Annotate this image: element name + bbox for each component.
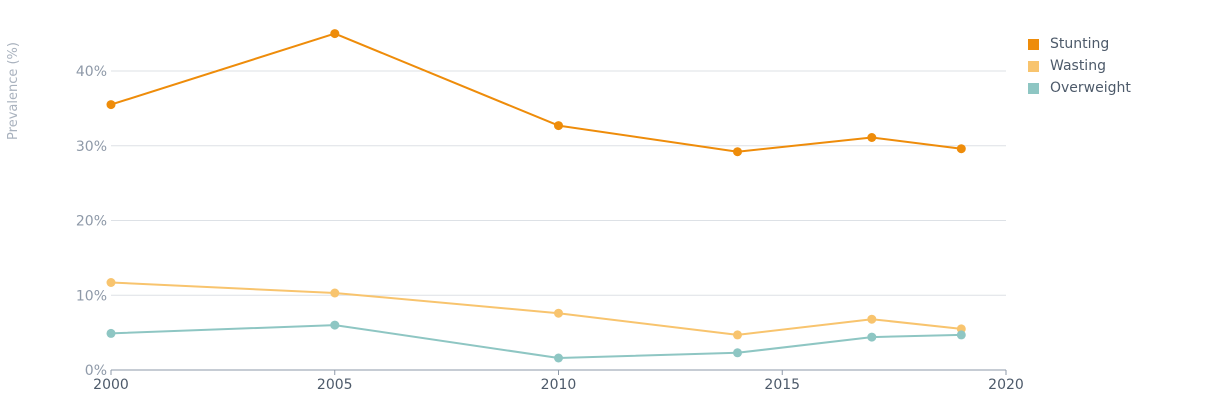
series-lines: [110, 32, 963, 359]
y-tick-label: 30%: [76, 139, 107, 155]
legend-swatch-overweight: [1028, 82, 1039, 94]
data-point-stunting[interactable]: [733, 147, 742, 157]
data-point-stunting[interactable]: [956, 144, 966, 154]
y-tick-label: 10%: [76, 288, 107, 304]
data-point-overweight[interactable]: [330, 320, 340, 330]
gridlines: [111, 70, 1006, 296]
data-point-overweight[interactable]: [956, 330, 966, 340]
legend-swatch-wasting: [1028, 60, 1039, 72]
y-axis-title: Prevalence (%): [6, 42, 21, 140]
data-point-overweight[interactable]: [733, 348, 742, 358]
legend-item-stunting[interactable]: Stunting: [1028, 33, 1131, 55]
x-tick-label: 2015: [764, 377, 800, 393]
legend-label-overweight: Overweight: [1050, 80, 1131, 96]
data-point-overweight[interactable]: [867, 332, 877, 342]
y-tick-label: 0%: [85, 363, 107, 379]
legend-label-stunting: Stunting: [1050, 36, 1110, 52]
axes: 0% 10% 20% 30% 40% 2000 2005 2010 2015 2020: [76, 64, 1024, 393]
data-point-stunting[interactable]: [106, 100, 116, 110]
data-point-overweight[interactable]: [554, 353, 563, 363]
x-tick-label: 2000: [93, 377, 129, 393]
series-line-stunting: [110, 32, 963, 153]
data-point-stunting[interactable]: [867, 133, 877, 142]
legend-label-wasting: Wasting: [1050, 58, 1106, 74]
data-point-wasting[interactable]: [554, 308, 563, 318]
data-point-stunting[interactable]: [330, 29, 340, 39]
legend-item-overweight[interactable]: Overweight: [1028, 77, 1131, 99]
data-point-wasting[interactable]: [330, 288, 340, 298]
y-tick-label: 40%: [76, 64, 107, 80]
x-tick-label: 2005: [317, 377, 353, 393]
data-point-wasting[interactable]: [106, 278, 116, 287]
legend-swatch-stunting: [1028, 38, 1039, 50]
series-line-wasting: [110, 281, 963, 336]
data-points: [106, 29, 966, 363]
x-tick-label: 2020: [988, 377, 1024, 393]
data-point-wasting[interactable]: [733, 330, 742, 340]
series-line-overweight: [110, 324, 963, 359]
legend: Stunting Wasting Overweight: [1028, 33, 1131, 99]
data-point-wasting[interactable]: [867, 314, 877, 324]
data-point-overweight[interactable]: [106, 328, 116, 338]
y-tick-label: 20%: [76, 214, 107, 230]
data-point-stunting[interactable]: [554, 121, 563, 131]
x-tick-label: 2010: [541, 377, 577, 393]
legend-item-wasting[interactable]: Wasting: [1028, 55, 1131, 77]
